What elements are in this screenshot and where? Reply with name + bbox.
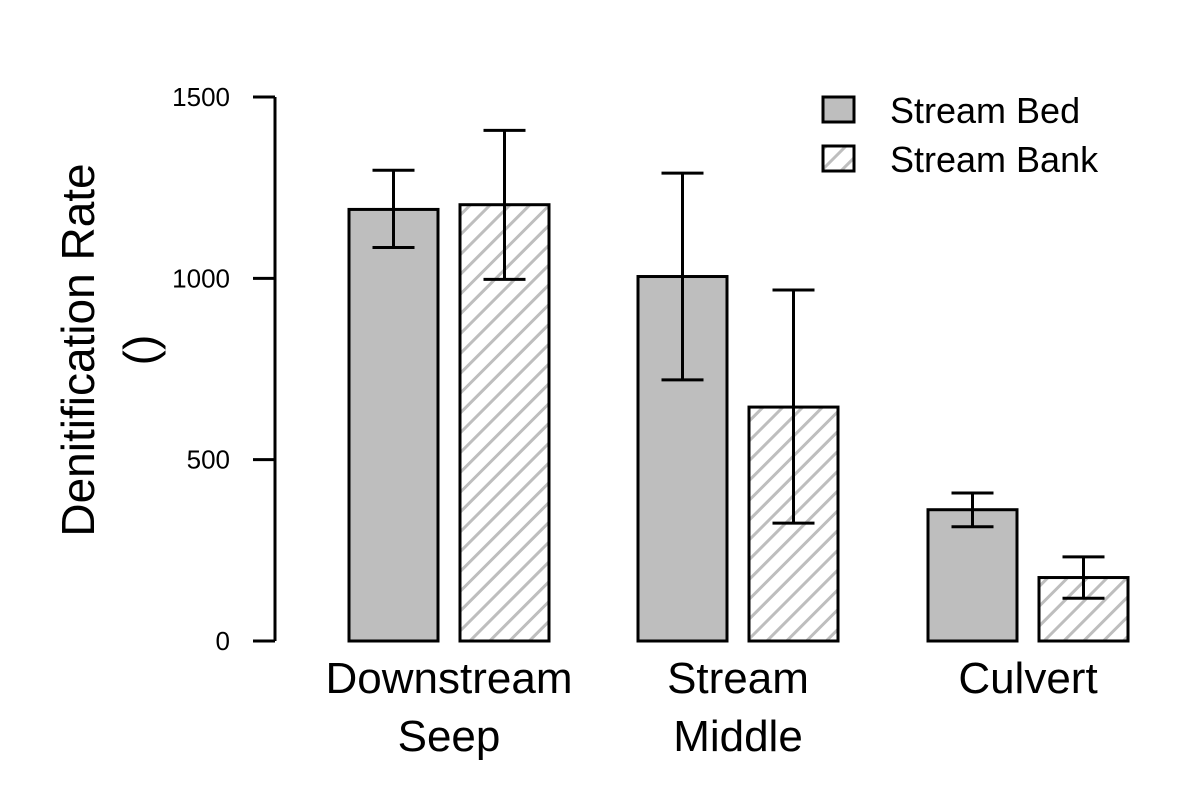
error-bar [372, 168, 415, 250]
bars-group [347, 203, 1130, 643]
error-bars-group [372, 128, 1105, 600]
y-axis: 0 500 1000 1500 [172, 82, 277, 656]
error-bar [951, 491, 994, 529]
bar-stream-bank [458, 203, 551, 643]
y-tick-label: 500 [187, 445, 230, 475]
y-axis-title-line2: () [114, 335, 166, 366]
y-axis-title-line1: Denitification Rate [52, 163, 104, 536]
error-bar [1062, 555, 1105, 600]
legend-swatch-stream-bed [821, 95, 856, 124]
category-label-line2: Seep [398, 712, 501, 761]
legend: Stream Bed Stream Bank [821, 90, 1099, 180]
bar-stream-bed [347, 207, 440, 643]
y-tick-label: 1500 [172, 82, 230, 112]
category-labels: Downstream Seep Stream Middle Culvert [326, 654, 1098, 761]
legend-label-stream-bank: Stream Bank [890, 139, 1099, 180]
bar-stream-bed [926, 508, 1019, 643]
category-label-line2: Middle [673, 712, 803, 761]
legend-label-stream-bed: Stream Bed [890, 90, 1080, 131]
y-tick-label: 0 [216, 626, 230, 656]
y-axis-title: Denitification Rate () [52, 163, 166, 536]
error-bar [483, 128, 526, 281]
error-bar [661, 171, 704, 382]
y-tick-label: 1000 [172, 263, 230, 293]
category-label: Culvert [958, 654, 1097, 703]
category-label: Downstream [326, 654, 573, 703]
category-label: Stream [667, 654, 809, 703]
error-bar [772, 288, 815, 525]
legend-swatch-stream-bank [821, 144, 856, 173]
